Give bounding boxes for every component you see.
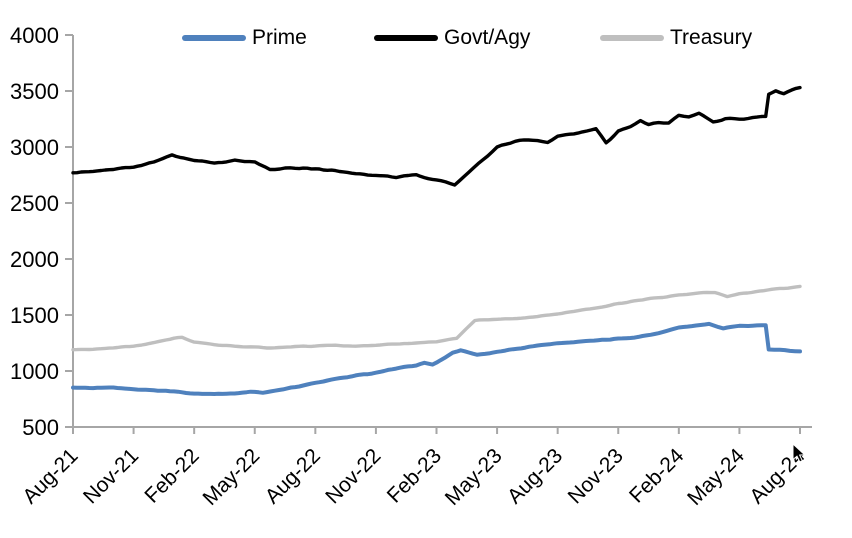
x-tick-label: May-22	[199, 444, 265, 510]
y-tick-label: 1500	[10, 303, 59, 328]
series-line-govt-agy	[71, 85, 802, 187]
y-tick-label: 3000	[10, 135, 59, 160]
x-tick-label: Nov-23	[564, 444, 628, 508]
y-tick-label: 500	[22, 415, 59, 440]
series-line-treasury	[71, 284, 802, 352]
y-tick-label: 1000	[10, 359, 59, 384]
y-tick-label: 3500	[10, 79, 59, 104]
x-tick-label: Nov-21	[79, 444, 143, 508]
mouse-cursor	[792, 443, 806, 463]
x-tick-label: Feb-24	[625, 444, 689, 508]
x-tick-label: Feb-22	[140, 444, 203, 507]
axis-lines	[72, 35, 812, 428]
x-tick-label: May-24	[683, 444, 749, 510]
x-tick-label: Feb-23	[383, 444, 446, 507]
x-tick-label: Aug-22	[261, 444, 325, 508]
y-tick-label: 4000	[10, 23, 59, 48]
y-tick-label: 2500	[10, 191, 59, 216]
series-line-prime	[71, 321, 802, 396]
x-tick-label: Aug-21	[18, 444, 82, 508]
x-tick-label: May-23	[441, 444, 507, 510]
x-tick-label: Nov-22	[321, 444, 385, 508]
x-tick-label: Aug-23	[503, 444, 567, 508]
y-tick-label: 2000	[10, 247, 59, 272]
